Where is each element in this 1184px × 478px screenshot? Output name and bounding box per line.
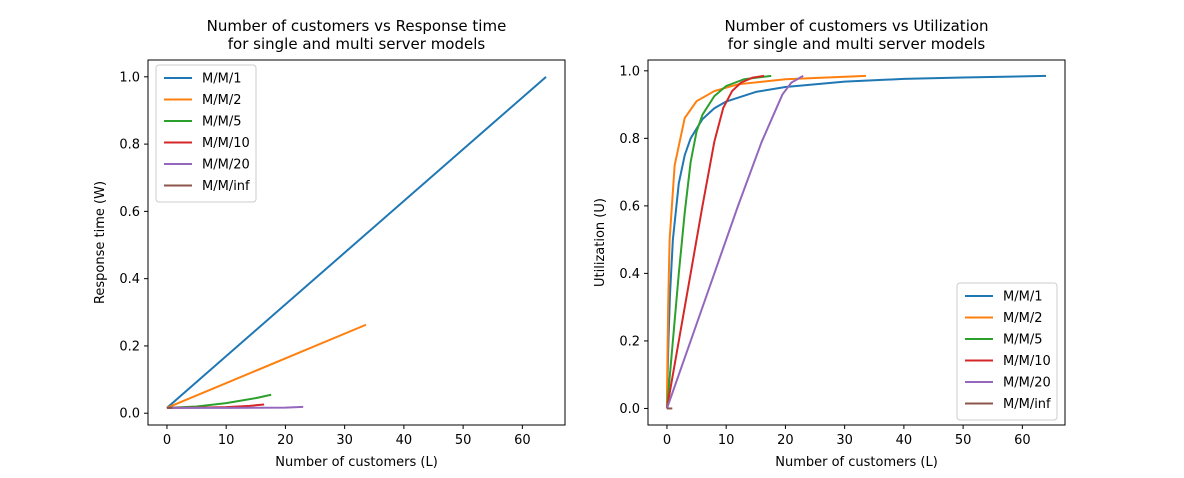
x-tick-label: 10: [718, 433, 735, 448]
y-tick-label: 0.0: [619, 402, 640, 417]
series-line-m-m-10: [665, 74, 765, 409]
chart-title-line-1: Number of customers vs Utilization: [724, 17, 988, 35]
chart-title-line-2: for single and multi server models: [228, 35, 486, 53]
x-tick-label: 20: [777, 433, 794, 448]
y-tick-label: 0.2: [119, 339, 140, 354]
legend-label: M/M/1: [202, 72, 241, 87]
legend-label: M/M/20: [1003, 376, 1051, 391]
legend: M/M/1 M/M/2 M/M/5 M/M/10 M/M/20 M/M/inf: [956, 282, 1058, 421]
x-tick-label: 20: [277, 433, 294, 448]
legend: M/M/1 M/M/2 M/M/5 M/M/10 M/M/20 M/M/inf: [155, 64, 257, 203]
y-tick-label: 1.0: [619, 64, 640, 79]
x-tick-label: 0: [663, 433, 671, 448]
plot-area-frame: [647, 59, 1066, 426]
series-line-m-m-5: [665, 74, 772, 409]
chart-1: 0 10 20 30 40 50 60 0.0 0.2 0.4 0.6 0.8 1.0 Number of…: [93, 17, 566, 470]
legend-label: M/M/20: [202, 158, 250, 173]
x-tick-label: 40: [896, 433, 913, 448]
y-tick-label: 0.4: [619, 267, 640, 282]
x-axis-title: Number of customers (L): [775, 455, 938, 470]
x-tick-label: 50: [455, 433, 472, 448]
x-tick-label: 30: [336, 433, 353, 448]
series-line-m-m-20: [666, 75, 804, 409]
x-tick-label: 60: [514, 433, 531, 448]
legend-label: M/M/10: [1003, 354, 1051, 369]
y-tick-label: 0.8: [119, 138, 140, 153]
legend-label: M/M/5: [202, 115, 241, 130]
x-tick-label: 40: [396, 433, 413, 448]
series-line-m-m-2: [665, 74, 867, 409]
y-tick-label: 0.4: [119, 272, 140, 287]
plot-area-frame: [147, 59, 566, 426]
legend-label: M/M/1: [1003, 290, 1042, 305]
x-tick-label: 60: [1014, 433, 1031, 448]
y-tick-label: 0.6: [119, 205, 140, 220]
series-line-m-m-1: [166, 76, 547, 409]
series-line-m-m-20: [166, 405, 304, 409]
y-axis-title: Response time (W): [93, 181, 108, 304]
legend-label: M/M/10: [202, 136, 250, 151]
series-line-m-m-1: [665, 74, 1047, 409]
x-tick-label: 30: [836, 433, 853, 448]
chart-title-line-1: Number of customers vs Response time: [207, 17, 507, 35]
y-tick-label: 0.8: [619, 132, 640, 147]
chart-2: 0 10 20 30 40 50 60 0.0 0.2 0.4 0.6 0.8 1.0 Number of…: [593, 17, 1066, 470]
x-tick-label: 10: [218, 433, 235, 448]
x-axis-title: Number of customers (L): [275, 455, 438, 470]
y-tick-label: 0.0: [119, 407, 140, 422]
series-group: [665, 74, 1047, 410]
y-tick-label: 0.2: [619, 334, 640, 349]
y-tick-label: 1.0: [119, 70, 140, 85]
legend-label: M/M/2: [1003, 311, 1042, 326]
legend-label: M/M/inf: [202, 179, 250, 194]
legend-label: M/M/5: [1003, 333, 1042, 348]
series-group: [166, 76, 547, 409]
x-tick-label: 0: [163, 433, 171, 448]
x-tick-label: 50: [955, 433, 972, 448]
y-axis-title: Utilization (U): [593, 198, 608, 287]
series-line-m-m-2: [166, 323, 367, 409]
legend-label: M/M/inf: [1003, 397, 1051, 412]
chart-title-line-2: for single and multi server models: [728, 35, 986, 53]
y-tick-label: 0.6: [619, 199, 640, 214]
legend-label: M/M/2: [202, 93, 241, 108]
